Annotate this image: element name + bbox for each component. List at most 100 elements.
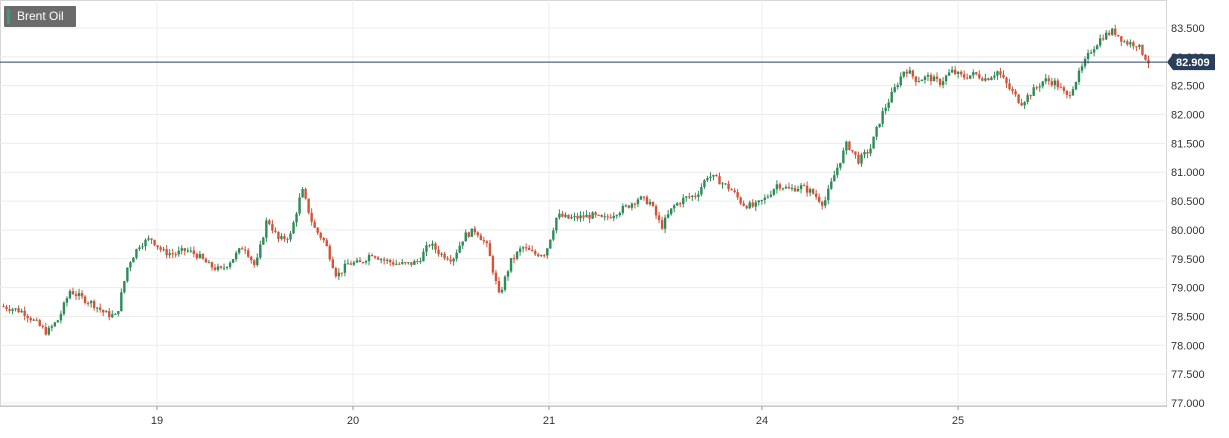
candle-body	[2, 306, 5, 308]
candle-body	[117, 311, 120, 314]
candle-body	[1074, 81, 1078, 90]
candle-body	[337, 272, 341, 277]
candle-body	[642, 196, 646, 198]
y-tick-label: 81.000	[1171, 167, 1205, 179]
candle-body	[168, 253, 171, 256]
candle-body	[603, 216, 606, 218]
candle-body	[1023, 102, 1026, 106]
candle-body	[1092, 49, 1096, 53]
candle-body	[515, 251, 519, 259]
candle-body	[80, 293, 84, 297]
candle-body	[540, 255, 543, 257]
candle-body	[899, 76, 902, 86]
candle-body	[573, 215, 576, 218]
candle-body	[316, 227, 319, 233]
candle-body	[742, 203, 745, 206]
candle-body	[1059, 87, 1063, 89]
candle-body	[842, 150, 845, 163]
candle-body	[419, 261, 422, 263]
candle-body	[1117, 34, 1120, 37]
candle-body	[95, 307, 99, 309]
candle-body	[944, 75, 948, 82]
candle-body	[346, 263, 350, 265]
candle-body	[1098, 38, 1102, 46]
candle-body	[473, 228, 476, 233]
candle-body	[443, 253, 446, 259]
candle-body	[836, 167, 839, 176]
candle-body	[703, 180, 706, 188]
candle-body	[367, 255, 371, 262]
candle-body	[289, 233, 292, 240]
candle-body	[29, 318, 32, 321]
candle-body	[364, 261, 368, 263]
candle-body	[1129, 42, 1132, 45]
candle-body	[878, 123, 881, 128]
candle-body	[358, 260, 362, 263]
y-tick-label: 80.000	[1171, 225, 1205, 237]
candle-body	[694, 195, 697, 197]
candle-body	[552, 230, 555, 240]
candle-body	[74, 294, 78, 296]
candle-body	[935, 76, 939, 79]
candle-body	[509, 258, 513, 272]
candle-body	[549, 239, 552, 249]
candle-body	[482, 240, 486, 242]
candle-body	[745, 205, 748, 209]
candle-body	[966, 77, 969, 79]
candle-body	[555, 217, 558, 231]
candle-body	[1002, 74, 1005, 78]
candle-body	[884, 107, 887, 111]
candle-body	[715, 174, 718, 177]
candle-body	[636, 199, 640, 205]
candle-body	[274, 230, 277, 232]
candle-body	[697, 194, 700, 197]
candle-body	[503, 276, 507, 290]
current-price-badge	[1167, 54, 1215, 71]
candle-body	[111, 314, 114, 318]
y-tick-label: 83.500	[1171, 23, 1205, 35]
candle-body	[530, 250, 534, 252]
candle-body	[721, 183, 724, 185]
candle-body	[712, 174, 715, 177]
candle-body	[893, 87, 896, 92]
candle-body	[663, 217, 667, 229]
candle-body	[938, 78, 942, 86]
candle-body	[298, 197, 301, 214]
candle-body	[141, 246, 144, 248]
candle-body	[902, 71, 905, 77]
candle-body	[132, 257, 135, 263]
candle-body	[633, 203, 637, 205]
candle-body	[657, 215, 661, 221]
candle-body	[488, 243, 492, 257]
candle-body	[231, 259, 235, 263]
candle-body	[660, 220, 664, 229]
candle-body	[775, 184, 779, 190]
candle-body	[449, 259, 452, 262]
candle-body	[295, 213, 298, 223]
candle-body	[706, 178, 709, 181]
candle-body	[682, 197, 685, 204]
candle-body	[286, 239, 289, 241]
candle-body	[102, 309, 105, 313]
candle-body	[461, 241, 464, 246]
candle-body	[98, 307, 102, 310]
candle-body	[129, 262, 132, 268]
candle-body	[410, 262, 413, 265]
candle-body	[216, 266, 220, 270]
candle-body	[1132, 42, 1135, 47]
candle-body	[817, 196, 821, 202]
candle-body	[50, 326, 54, 328]
candle-body	[83, 296, 87, 303]
candle-body	[1101, 38, 1105, 40]
candle-body	[434, 243, 437, 250]
candle-body	[123, 281, 126, 293]
candle-body	[280, 236, 283, 240]
candle-body	[370, 255, 374, 257]
candle-body	[558, 213, 561, 218]
candle-body	[787, 186, 791, 189]
candle-body	[322, 237, 325, 241]
candle-body	[277, 231, 280, 240]
candle-body	[1120, 36, 1123, 42]
candle-body	[1138, 44, 1141, 47]
candle-body	[766, 196, 770, 198]
